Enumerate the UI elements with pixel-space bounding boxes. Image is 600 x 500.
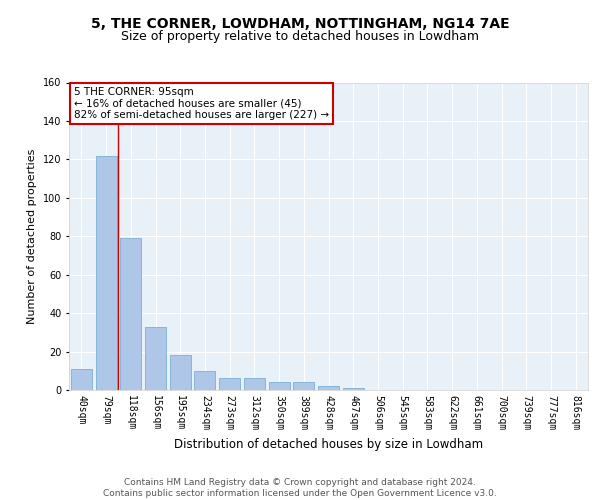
Bar — [120, 238, 141, 390]
Bar — [343, 388, 364, 390]
Y-axis label: Number of detached properties: Number of detached properties — [28, 148, 37, 324]
Bar — [145, 326, 166, 390]
Text: Size of property relative to detached houses in Lowdham: Size of property relative to detached ho… — [121, 30, 479, 43]
Bar — [219, 378, 240, 390]
Bar — [95, 156, 116, 390]
Bar — [293, 382, 314, 390]
Bar — [244, 378, 265, 390]
Bar — [71, 369, 92, 390]
Bar — [318, 386, 339, 390]
X-axis label: Distribution of detached houses by size in Lowdham: Distribution of detached houses by size … — [174, 438, 483, 452]
Text: Contains HM Land Registry data © Crown copyright and database right 2024.
Contai: Contains HM Land Registry data © Crown c… — [103, 478, 497, 498]
Bar — [170, 356, 191, 390]
Text: 5, THE CORNER, LOWDHAM, NOTTINGHAM, NG14 7AE: 5, THE CORNER, LOWDHAM, NOTTINGHAM, NG14… — [91, 18, 509, 32]
Bar — [194, 371, 215, 390]
Bar — [269, 382, 290, 390]
Text: 5 THE CORNER: 95sqm
← 16% of detached houses are smaller (45)
82% of semi-detach: 5 THE CORNER: 95sqm ← 16% of detached ho… — [74, 87, 329, 120]
